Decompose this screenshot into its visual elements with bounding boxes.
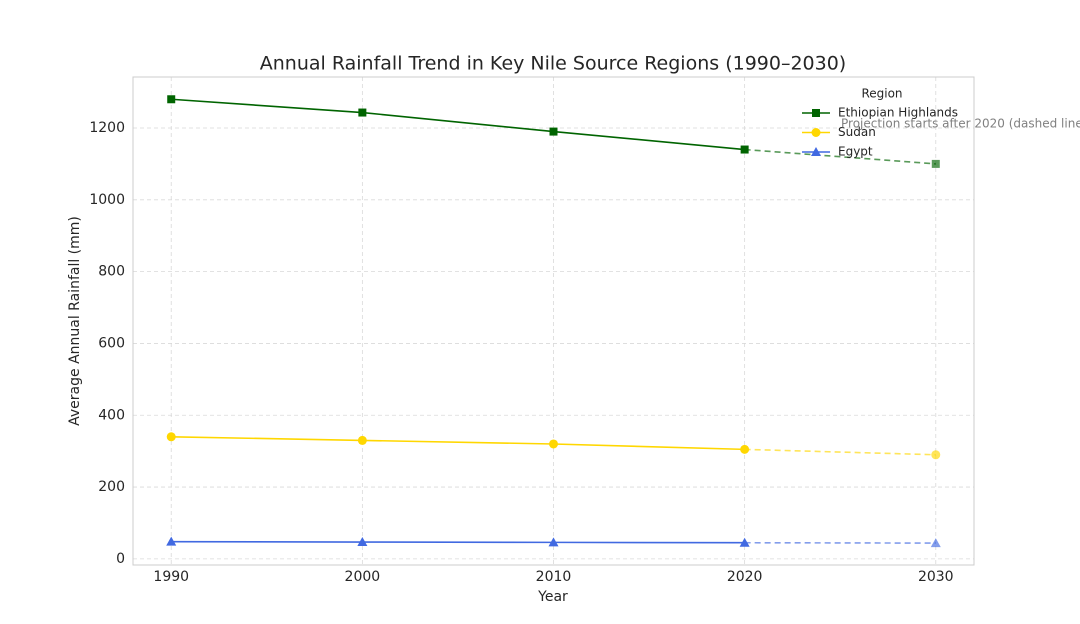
x-tick-label: 2000: [345, 569, 381, 585]
projection-line: [744, 448, 936, 456]
y-tick-label: 1200: [89, 120, 125, 136]
chart-title: Annual Rainfall Trend in Key Nile Source…: [260, 53, 846, 75]
marker: [549, 439, 558, 449]
marker: [357, 435, 367, 445]
marker: [357, 537, 368, 547]
y-tick-label: 1000: [89, 192, 125, 208]
x-tick-label: 1990: [153, 569, 189, 585]
x-tick-label: 2010: [536, 569, 572, 585]
marker: [931, 159, 940, 168]
marker: [548, 537, 559, 547]
y-tick-label: 600: [98, 335, 125, 351]
marker: [931, 450, 941, 460]
marker: [811, 128, 821, 137]
projection-line: [744, 148, 936, 165]
y-tick-label: 200: [98, 479, 125, 495]
legend-label: Ethiopian Highlands: [838, 106, 958, 120]
marker: [811, 147, 821, 156]
marker: [740, 145, 749, 154]
marker: [812, 109, 820, 117]
y-axis-label: Average Annual Rainfall (mm): [67, 216, 83, 426]
plot-frame: [132, 76, 975, 566]
x-tick-label: 2020: [727, 569, 763, 585]
y-tick-label: 800: [98, 264, 125, 280]
legend-label: Sudan: [838, 125, 876, 139]
marker: [167, 95, 176, 104]
marker: [358, 108, 367, 117]
series-line: [171, 540, 745, 544]
marker: [739, 537, 750, 547]
marker: [166, 536, 177, 546]
marker: [549, 127, 558, 136]
x-tick-label: 2030: [918, 569, 954, 585]
marker: [740, 444, 750, 454]
y-tick-label: 0: [116, 551, 125, 567]
marker: [930, 538, 941, 548]
series-line: [171, 436, 745, 451]
series-line: [171, 98, 745, 151]
annotation: Projection starts after 2020 (dashed lin…: [841, 117, 1080, 131]
legend-title: Region: [861, 87, 902, 101]
legend-label: Egypt: [838, 145, 873, 159]
x-axis-label: Year: [537, 589, 568, 605]
y-tick-label: 400: [98, 407, 125, 423]
marker: [166, 432, 176, 442]
